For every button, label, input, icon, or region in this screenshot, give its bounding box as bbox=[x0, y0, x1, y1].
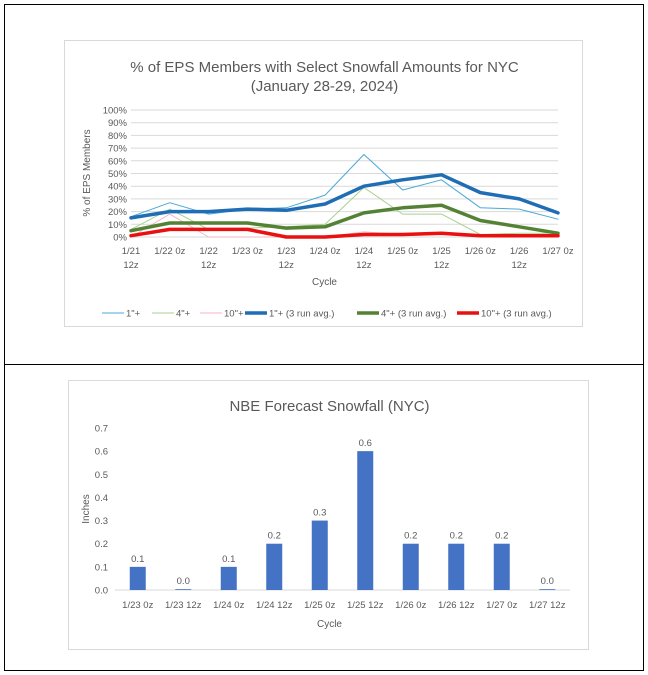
y-tick-label: 80% bbox=[108, 131, 128, 142]
data-label: 0.2 bbox=[404, 531, 417, 542]
chart-subtitle: (January 28-29, 2024) bbox=[251, 78, 399, 95]
data-label: 0.3 bbox=[313, 508, 326, 519]
legend-label: 10"+ (3 run avg.) bbox=[481, 309, 552, 320]
data-label: 0.2 bbox=[268, 531, 281, 542]
data-label: 0.0 bbox=[541, 576, 554, 587]
eps-line-chart: % of EPS Members with Select Snowfall Am… bbox=[82, 59, 574, 320]
eps-chart-area: % of EPS Members with Select Snowfall Am… bbox=[64, 40, 583, 327]
bar bbox=[493, 543, 510, 590]
bar bbox=[129, 566, 146, 590]
x-tick-label: 1/23 bbox=[277, 246, 296, 257]
legend-label: 1"+ (3 run avg.) bbox=[269, 309, 334, 320]
y-tick-label: 100% bbox=[103, 106, 128, 117]
x-tick-label: 1/27 12z bbox=[529, 600, 566, 611]
x-tick-label: 12z bbox=[512, 260, 528, 271]
data-label: 0.0 bbox=[177, 576, 190, 587]
legend-label: 1"+ bbox=[126, 309, 141, 320]
x-tick-label: 1/26 bbox=[510, 246, 529, 257]
data-label: 0.1 bbox=[222, 554, 235, 565]
data-label: 0.6 bbox=[359, 438, 372, 449]
y-tick-label: 0.7 bbox=[95, 424, 108, 435]
x-tick-label: 1/25 0z bbox=[304, 600, 335, 611]
x-tick-label: 1/24 0z bbox=[310, 246, 341, 257]
x-tick-label: 1/22 bbox=[199, 246, 218, 257]
y-tick-label: 0.2 bbox=[95, 539, 108, 550]
x-tick-label: 1/23 0z bbox=[232, 246, 263, 257]
y-tick-label: 0.1 bbox=[95, 562, 108, 573]
y-tick-label: 40% bbox=[108, 182, 128, 193]
series-line-3 bbox=[129, 173, 560, 220]
x-tick-label: 1/21 bbox=[122, 246, 141, 257]
x-tick-label: 12z bbox=[123, 260, 139, 271]
bar bbox=[175, 589, 192, 590]
x-tick-label: 1/22 0z bbox=[154, 246, 185, 257]
x-tick-label: 12z bbox=[201, 260, 217, 271]
top-panel: % of EPS Members with Select Snowfall Am… bbox=[4, 4, 644, 366]
y-tick-label: 0.0 bbox=[95, 586, 108, 597]
bottom-panel: NBE Forecast Snowfall (NYC) 0.0 0.1 0.2 0.3 0… bbox=[4, 364, 644, 671]
x-tick-label: 12z bbox=[356, 260, 372, 271]
y-tick-label: 50% bbox=[108, 169, 128, 180]
x-tick-label: 1/24 bbox=[355, 246, 374, 257]
y-axis-title: % of EPS Members bbox=[82, 129, 93, 216]
y-axis-title: Inches bbox=[81, 494, 92, 523]
y-tick-label: 90% bbox=[108, 118, 128, 129]
chart-title: NBE Forecast Snowfall (NYC) bbox=[229, 398, 429, 415]
data-label: 0.2 bbox=[495, 531, 508, 542]
x-tick-label: 1/26 12z bbox=[438, 600, 475, 611]
bar bbox=[448, 543, 465, 590]
series-line-4 bbox=[129, 203, 560, 235]
x-axis-title: Cycle bbox=[317, 619, 342, 630]
bar bbox=[539, 589, 556, 590]
x-tick-label: 1/23 0z bbox=[122, 600, 153, 611]
x-tick-label: 1/25 bbox=[432, 246, 451, 257]
y-tick-label: 20% bbox=[108, 207, 128, 218]
y-tick-label: 60% bbox=[108, 156, 128, 167]
y-tick-label: 0% bbox=[113, 233, 127, 244]
x-tick-label: 1/25 0z bbox=[387, 246, 418, 257]
bar bbox=[357, 451, 374, 590]
bar bbox=[220, 566, 237, 590]
y-tick-label: 0.6 bbox=[95, 447, 108, 458]
x-tick-label: 1/24 0z bbox=[213, 600, 244, 611]
x-tick-label: 12z bbox=[279, 260, 295, 271]
bar bbox=[311, 520, 328, 590]
x-tick-label: 12z bbox=[434, 260, 450, 271]
bar bbox=[402, 543, 419, 590]
x-tick-label: 1/26 0z bbox=[465, 246, 496, 257]
x-tick-label: 1/26 0z bbox=[395, 600, 426, 611]
series-line-0 bbox=[130, 154, 559, 220]
chart-title: % of EPS Members with Select Snowfall Am… bbox=[130, 59, 519, 76]
nbe-chart-area: NBE Forecast Snowfall (NYC) 0.0 0.1 0.2 0.3 0… bbox=[68, 380, 589, 650]
y-tick-label: 0.4 bbox=[95, 493, 108, 504]
y-tick-label: 70% bbox=[108, 144, 128, 155]
legend-label: 4"+ bbox=[176, 309, 191, 320]
y-tick-label: 0.5 bbox=[95, 470, 108, 481]
data-label: 0.1 bbox=[131, 554, 144, 565]
x-tick-label: 1/23 12z bbox=[165, 600, 202, 611]
nbe-bar-chart: NBE Forecast Snowfall (NYC) 0.0 0.1 0.2 0.3 0… bbox=[81, 398, 570, 630]
legend-label: 4"+ (3 run avg.) bbox=[381, 309, 446, 320]
y-tick-label: 0.3 bbox=[95, 516, 108, 527]
x-tick-label: 1/24 12z bbox=[256, 600, 293, 611]
data-label: 0.2 bbox=[450, 531, 463, 542]
series-line-5 bbox=[129, 227, 560, 239]
bar bbox=[266, 543, 283, 590]
x-tick-label: 1/27 0z bbox=[486, 600, 517, 611]
x-tick-label: 1/27 0z bbox=[542, 246, 573, 257]
x-tick-label: 1/25 12z bbox=[347, 600, 384, 611]
y-tick-label: 30% bbox=[108, 194, 128, 205]
x-axis-title: Cycle bbox=[312, 277, 337, 288]
y-tick-label: 10% bbox=[108, 220, 128, 231]
legend-label: 10"+ bbox=[224, 309, 244, 320]
